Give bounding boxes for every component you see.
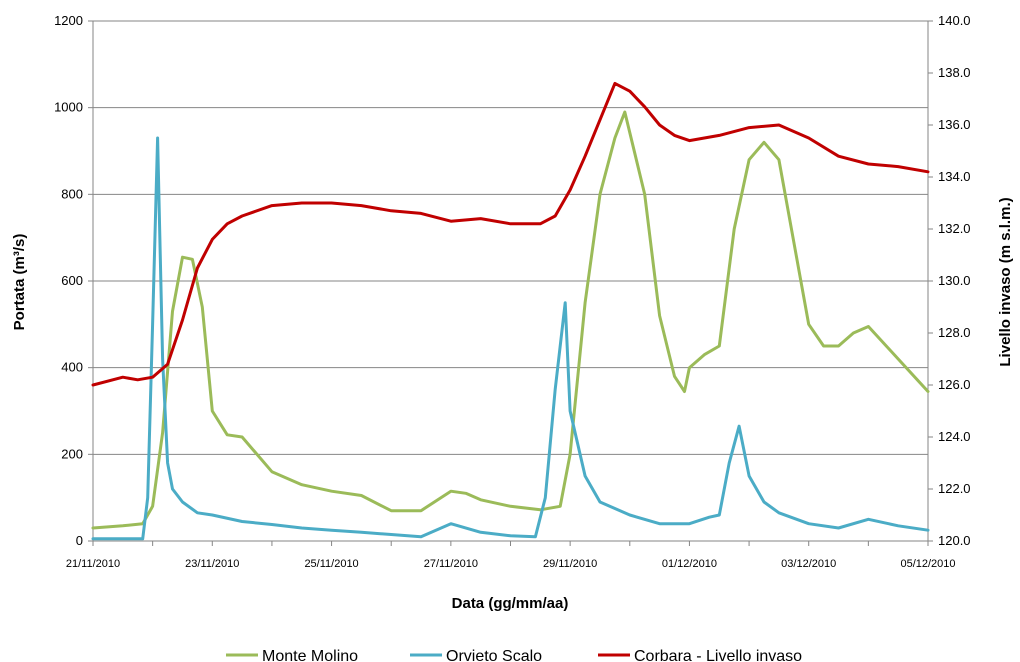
legend: Monte Molino Orvieto Scalo Corbara - Liv…: [226, 648, 802, 662]
series-line-orvieto-scalo: [91, 136, 930, 541]
x-tick-label: 27/11/2010: [424, 558, 478, 570]
legend-item-monte-molino: Monte Molino: [226, 648, 358, 662]
legend-label-corbara: Corbara - Livello invaso: [634, 648, 802, 662]
y2-tick-label: 132.0: [938, 221, 971, 236]
y2-tick-label: 126.0: [938, 377, 971, 392]
labels-layer: 0 200 400 600 800 1000 1200 120.0 122.0 124.0 126.…: [54, 13, 970, 570]
x-axis-title: Data (gg/mm/aa): [452, 595, 569, 612]
y-tick-label: 200: [61, 446, 83, 461]
y2-tick-label: 130.0: [938, 273, 971, 288]
x-tick-label: 23/11/2010: [185, 558, 239, 570]
y-tick-label: 800: [61, 186, 83, 201]
y-tick-label: 1200: [54, 13, 83, 28]
axes-layer: [88, 20, 933, 546]
y2-axis-title: Livello invaso (m s.l.m.): [997, 197, 1014, 366]
series-line-corbara-livello-invaso: [91, 81, 930, 387]
legend-item-corbara: Corbara - Livello invaso: [598, 648, 802, 662]
y2-tick-label: 136.0: [938, 117, 971, 132]
legend-item-orvieto-scalo: Orvieto Scalo: [410, 648, 542, 662]
legend-label-monte-molino: Monte Molino: [262, 648, 358, 662]
y-axis-title: Portata (m³/s): [11, 234, 28, 331]
x-tick-label: 25/11/2010: [304, 558, 358, 570]
x-tick-label: 03/12/2010: [781, 558, 836, 570]
x-tick-label: 21/11/2010: [66, 558, 120, 570]
x-tick-label: 05/12/2010: [900, 558, 955, 570]
y2-tick-label: 122.0: [938, 481, 971, 496]
y-tick-label: 600: [61, 273, 83, 288]
x-tick-label: 29/11/2010: [543, 558, 597, 570]
y2-tick-label: 134.0: [938, 169, 971, 184]
y2-tick-label: 138.0: [938, 65, 971, 80]
series-line-monte-molino: [91, 110, 930, 530]
y-tick-label: 1000: [54, 100, 83, 115]
y2-tick-label: 128.0: [938, 325, 971, 340]
x-tick-label: 01/12/2010: [662, 558, 717, 570]
y-tick-label: 0: [76, 533, 83, 548]
series-layer: [91, 81, 930, 541]
y-tick-label: 400: [61, 360, 83, 375]
grid-layer: [93, 20, 928, 455]
legend-label-orvieto-scalo: Orvieto Scalo: [446, 648, 542, 662]
y2-tick-label: 124.0: [938, 429, 971, 444]
y2-tick-label: 120.0: [938, 533, 971, 548]
y2-tick-label: 140.0: [938, 13, 971, 28]
